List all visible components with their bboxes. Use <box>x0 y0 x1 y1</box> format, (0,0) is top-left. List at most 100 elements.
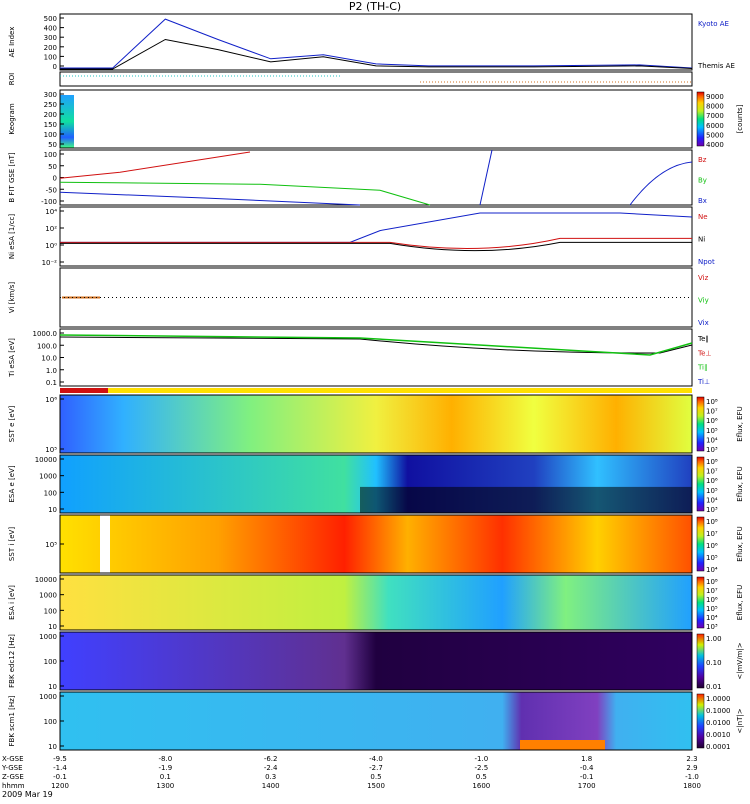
ytick-label: 250 <box>44 101 57 109</box>
xaxis-value: 1.8 <box>581 755 592 763</box>
ylabel-esa_i: ESA i [eV] <box>8 585 16 620</box>
colorbar-tick: 8000 <box>706 103 724 111</box>
legend-Viz: Viz <box>698 274 709 282</box>
panel-frame <box>59 454 693 514</box>
colorbar-tick: 10⁶ <box>706 542 718 550</box>
ytick-label: 100 <box>44 489 57 497</box>
ytick-label: 10⁵ <box>45 541 57 549</box>
colorbar-tick: 4000 <box>706 141 724 149</box>
ytick-label: 10⁴ <box>45 208 57 216</box>
panel-frame <box>59 89 693 149</box>
xaxis-value: 1700 <box>578 782 596 790</box>
colorbar-tick: 0.0100 <box>706 719 731 727</box>
colorbar-label: Eflux, EFU <box>736 585 744 620</box>
ytick-label: 10² <box>45 225 57 233</box>
legend-By: By <box>698 177 707 185</box>
ytick-label: 10⁵ <box>45 446 57 454</box>
xaxis-value: 2.3 <box>686 755 697 763</box>
xaxis-value: 1600 <box>472 782 490 790</box>
panel-sst_e: SST e [eV]10⁶10⁵10⁸10⁷10⁶10⁵10⁴10³Eflux,… <box>8 394 744 454</box>
ytick-label: 10 <box>48 683 57 691</box>
ytick-label: 100 <box>44 658 57 666</box>
xaxis-value: 0.3 <box>265 773 276 781</box>
colorbar-tick: 10⁷ <box>706 408 718 416</box>
colorbar-esa_i <box>696 576 705 629</box>
ytick-label: 10000 <box>35 576 57 584</box>
panel-frame <box>59 13 693 71</box>
xaxis-value: 1800 <box>683 782 701 790</box>
ytick-label: -50 <box>46 186 57 194</box>
line-te-par <box>59 336 693 354</box>
ytick-label: 150 <box>44 121 57 129</box>
ytick-label: 0.1 <box>46 379 57 387</box>
legend-Ni: Ni <box>698 236 705 244</box>
colorbar-tick: 10⁴ <box>706 566 718 574</box>
xaxis-value: -2.5 <box>474 764 488 772</box>
xaxis-value: 1400 <box>262 782 280 790</box>
colorbar-tick: 10⁵ <box>706 427 718 435</box>
ytick-label: 10 <box>48 506 57 514</box>
colorbar-tick: 10⁵ <box>706 605 718 613</box>
ytick-label: 100.0 <box>37 342 57 350</box>
ylabel-ti: Ti eSA [eV] <box>8 338 16 378</box>
colorbar-tick: 7000 <box>706 112 724 120</box>
ylabel-vi: Vi [km/s] <box>8 282 16 313</box>
ytick-label: 100 <box>44 53 57 61</box>
colorbar-label: Eflux, EFU <box>736 466 744 501</box>
panel-roi: ROI <box>8 71 693 87</box>
ytick-label: 10⁰ <box>45 242 57 250</box>
xaxis-value: -8.0 <box>158 755 172 763</box>
colorbar-tick: 10⁸ <box>706 518 718 526</box>
ytick-label: 100 <box>44 151 57 159</box>
ytick-label: 500 <box>44 15 57 23</box>
legend-Npot: Npot <box>698 258 715 266</box>
ytick-label: 200 <box>44 44 57 52</box>
ytick-label: 100 <box>44 718 57 726</box>
xaxis-value: -1.0 <box>474 755 488 763</box>
ytick-label: 1000 <box>39 473 57 481</box>
xaxis-value: 0.1 <box>160 773 171 781</box>
ylabel-fbk_e: FBK edc12 [Hz] <box>8 634 16 688</box>
ytick-label: 50 <box>48 141 57 149</box>
xaxis-row-label: Y-GSE <box>1 764 23 772</box>
colorbar-fbk_e <box>696 633 705 689</box>
date-label: 2009 Mar 19 <box>2 790 53 799</box>
line-ni <box>60 241 692 252</box>
panel-ni: Ni eSA [1/cc] 10⁴ 10² 10⁰ 10⁻² Ne Ni Npot <box>8 206 715 267</box>
colorbar-tick: 10⁸ <box>706 578 718 586</box>
xaxis-value: -2.4 <box>264 764 278 772</box>
ytick-label: 200 <box>44 111 57 119</box>
spectrogram-esa_i <box>60 575 692 630</box>
spectrogram-fbk_e <box>60 632 692 690</box>
colorbar-tick: 1.0000 <box>706 695 731 703</box>
xaxis-row-label: hhmm <box>2 782 25 790</box>
colorbar-label: [counts] <box>736 104 744 133</box>
panel-bfit: B FIT GSE [nT] 100 50 0 -50 -100 Bz By Bx <box>8 149 707 206</box>
spectrogram-low-band <box>360 486 692 513</box>
colorbar-tick: 9000 <box>706 93 724 101</box>
ytick-label: 10000 <box>35 456 57 464</box>
panel-esa_i: ESA i [eV] 10000 1000 100 10 10⁸10⁷10⁶10⁵10⁴1… <box>8 574 744 631</box>
ytick-label: 300 <box>44 91 57 99</box>
ylabel-fbk_b: FBK scm1 [Hz] <box>8 695 16 746</box>
colorbar-tick: 10⁶ <box>706 417 718 425</box>
line-bx-3 <box>629 161 693 206</box>
colorbar-tick: 6000 <box>706 122 724 130</box>
colorbar-tick: 10⁷ <box>706 587 718 595</box>
xaxis-value: -1.0 <box>685 773 699 781</box>
line-kyoto-ae <box>60 18 693 69</box>
ytick-label: 10⁻² <box>42 259 58 267</box>
panel-vi: Vi [km/s] Viz Viy Vix <box>8 267 709 328</box>
colorbar-tick: 1.00 <box>706 635 722 643</box>
xaxis-value: 1200 <box>51 782 69 790</box>
figure-title: P2 (TH-C) <box>349 0 401 13</box>
ytick-label: 0 <box>53 175 57 183</box>
fbk-b-band <box>520 740 605 750</box>
legend-Bx: Bx <box>698 197 707 205</box>
legend-Vix: Vix <box>698 319 709 327</box>
legend-Te∥: Te∥ <box>697 335 709 343</box>
ytick-label: 10 <box>48 743 57 751</box>
keogram-data <box>60 95 74 148</box>
